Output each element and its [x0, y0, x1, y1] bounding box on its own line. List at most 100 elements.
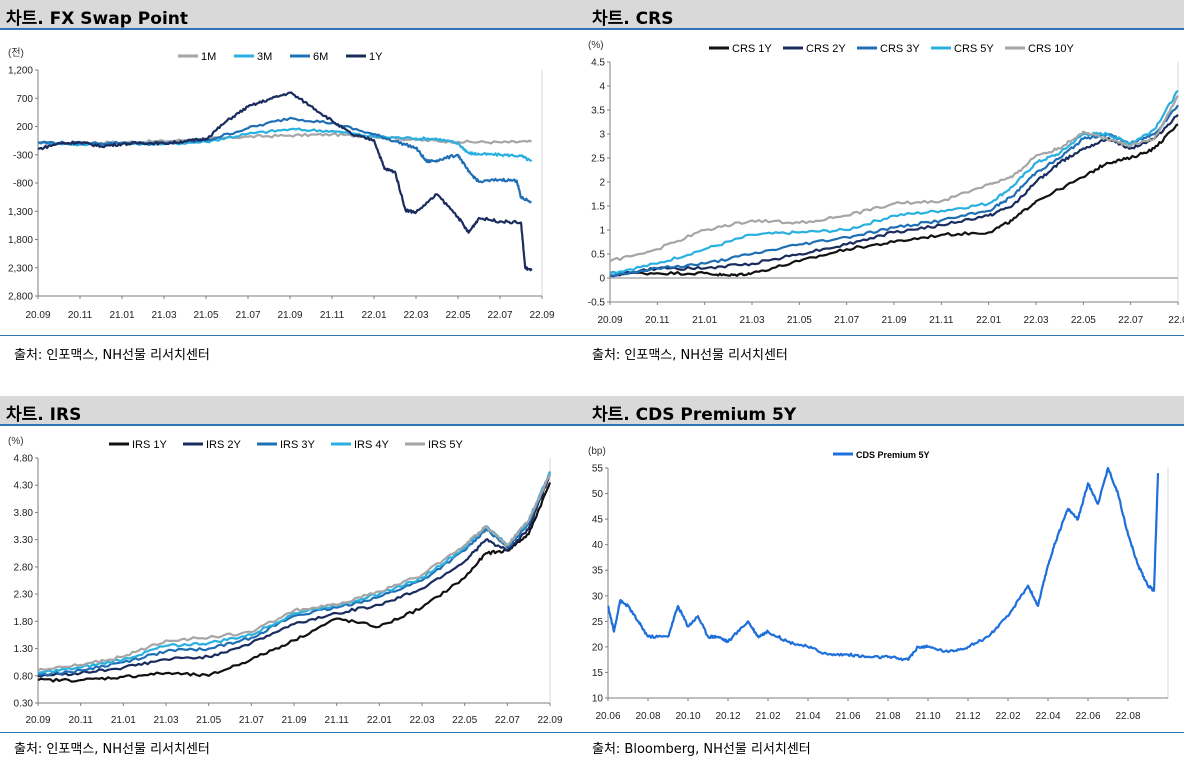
series-line-1y	[37, 91, 533, 272]
x-tick-label: 21.03	[153, 715, 178, 726]
cds-premium-chart: (bp) 10 15 20 25 30 35 40 45 50 55 20.06 20.08 20.10 2…	[588, 446, 1169, 722]
x-tick-label: 22.01	[361, 310, 386, 321]
legend-label: CRS 3Y	[880, 43, 920, 55]
x-tick-label: 21.11	[320, 310, 345, 321]
y-tick-label: 2.80	[14, 562, 34, 573]
y-tick-label: -800	[13, 179, 33, 190]
x-tick-label: 22.09	[529, 310, 554, 321]
y-tick-label: 55	[592, 464, 604, 475]
y-tick-label: 3	[599, 130, 605, 141]
legend-label: CRS 2Y	[806, 43, 846, 55]
panel-divider	[0, 335, 586, 336]
panel-crs: 차트. CRS (%) -0.5 0 0.5 1 1.5 2 2.5 3 3.5 4 4.5 20.09…	[586, 0, 1184, 372]
x-tick-label: 21.04	[795, 711, 820, 722]
x-tick-label: 21.05	[787, 315, 812, 326]
legend-label: CDS Premium 5Y	[856, 450, 930, 460]
y-tick-label: 700	[16, 94, 33, 105]
panel-header: 차트. FX Swap Point	[0, 0, 586, 30]
x-tick-label: 21.01	[111, 715, 136, 726]
y-tick-label: 4.5	[591, 58, 605, 69]
y-tick-label: 50	[592, 489, 604, 500]
y-tick-label: 2,800	[8, 292, 33, 303]
x-tick-label: 20.06	[595, 711, 620, 722]
x-tick-label: 21.12	[955, 711, 980, 722]
x-tick-label: 22.04	[1035, 711, 1060, 722]
y-tick-label: 20	[592, 642, 604, 653]
y-tick-label: 200	[16, 122, 33, 133]
source-note: 출처: 인포맥스, NH선물 리서치센터	[14, 742, 210, 757]
y-tick-label: 0.80	[14, 671, 34, 682]
x-tick-label: 21.03	[739, 315, 764, 326]
y-tick-label: 1,200	[8, 66, 33, 77]
y-tick-label: 3.80	[14, 508, 34, 519]
panel-divider	[0, 732, 586, 733]
x-tick-label: 22.03	[409, 715, 434, 726]
series-line-irs-1y	[37, 482, 552, 683]
source-note: 출처: 인포맥스, NH선물 리서치센터	[14, 348, 210, 363]
panel-title: 차트. CRS	[592, 9, 674, 29]
x-tick-label: 21.05	[196, 715, 221, 726]
x-tick-label: 20.12	[715, 711, 740, 722]
legend-label: IRS 5Y	[428, 439, 464, 451]
y-tick-label: 45	[592, 515, 604, 526]
legend-label: IRS 4Y	[354, 439, 390, 451]
y-tick-label: 1,300	[8, 207, 33, 218]
y-unit-label: (bp)	[588, 446, 606, 457]
y-tick-label: 4.30	[14, 481, 34, 492]
legend-label: IRS 1Y	[132, 439, 168, 451]
legend-label: 1M	[201, 51, 216, 63]
fx-swap-point-chart: (전) 1,200 700 200 -300 -800 1,300 1,800 2,300 2,8…	[8, 47, 555, 321]
panel-cds-premium: 차트. CDS Premium 5Y (bp) 10 15 20 25 30 35 40 45 5…	[586, 396, 1184, 760]
x-tick-label: 21.07	[834, 315, 859, 326]
legend-label: 3M	[257, 51, 272, 63]
y-tick-label: 2	[599, 178, 605, 189]
legend-label: 6M	[313, 51, 328, 63]
y-tick-label: 1.80	[14, 617, 34, 628]
legend-label: CRS 5Y	[954, 43, 994, 55]
x-tick-label: 22.08	[1115, 711, 1140, 722]
x-tick-label: 21.11	[325, 715, 350, 726]
x-tick-label: 20.09	[25, 715, 50, 726]
y-unit-label: (전)	[8, 47, 24, 59]
x-tick-label: 22.0	[1168, 315, 1184, 326]
series-line-irs-4y	[37, 471, 552, 675]
x-tick-label: 22.07	[1118, 315, 1143, 326]
x-tick-label: 21.09	[281, 715, 306, 726]
y-tick-label: 0	[599, 274, 605, 285]
x-tick-label: 21.09	[277, 310, 302, 321]
x-tick-label: 21.07	[235, 310, 260, 321]
series-line-crs-1y	[609, 123, 1179, 277]
y-tick-label: 2,300	[8, 263, 33, 274]
x-tick-label: 20.11	[68, 310, 93, 321]
x-tick-label: 22.03	[1023, 315, 1048, 326]
x-tick-label: 21.07	[239, 715, 264, 726]
y-tick-label: 1	[599, 226, 605, 237]
y-tick-label: 15	[592, 668, 604, 679]
x-tick-label: 22.09	[537, 715, 562, 726]
y-tick-label: -300	[13, 150, 33, 161]
source-note: 출처: Bloomberg, NH선물 리서치센터	[592, 742, 811, 757]
x-tick-label: 21.05	[193, 310, 218, 321]
panel-divider	[586, 732, 1184, 733]
y-tick-label: 0.30	[14, 699, 34, 710]
y-tick-label: 4	[599, 82, 605, 93]
y-tick-label: 0.5	[591, 250, 605, 261]
panel-header: 차트. CRS	[586, 0, 1184, 30]
x-tick-label: 21.03	[151, 310, 176, 321]
y-tick-label: 2.30	[14, 590, 34, 601]
x-tick-label: 22.07	[495, 715, 520, 726]
crs-chart: (%) -0.5 0 0.5 1 1.5 2 2.5 3 3.5 4 4.5 20.09 20.11 21.…	[588, 40, 1184, 326]
x-tick-label: 22.05	[1071, 315, 1096, 326]
irs-chart: (%) 0.30 0.80 1.30 1.80 2.30 2.80 3.30 3.80 4.30 4…	[8, 436, 563, 726]
x-tick-label: 20.11	[645, 315, 670, 326]
series-line-irs-2y	[37, 473, 552, 678]
x-tick-label: 22.05	[452, 715, 477, 726]
x-tick-label: 20.09	[597, 315, 622, 326]
panel-title: 차트. CDS Premium 5Y	[592, 405, 797, 425]
x-tick-label: 20.10	[675, 711, 700, 722]
legend-label: IRS 3Y	[280, 439, 316, 451]
y-tick-label: 40	[592, 540, 604, 551]
x-tick-label: 21.08	[875, 711, 900, 722]
legend-label: CRS 10Y	[1028, 43, 1075, 55]
panel-header: 차트. IRS	[0, 396, 586, 426]
